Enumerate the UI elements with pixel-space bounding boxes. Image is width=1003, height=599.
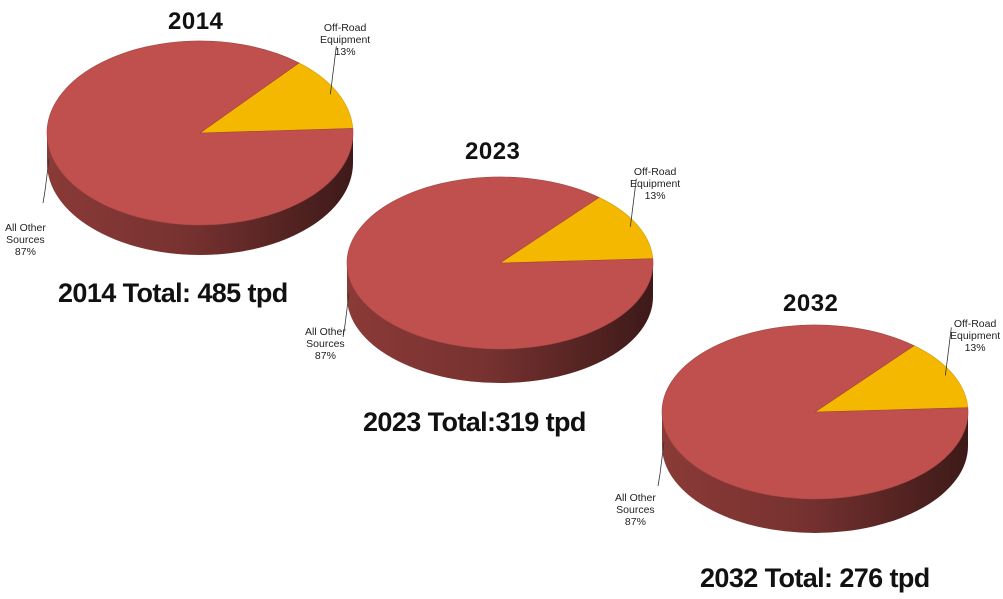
- all-other-label: All Other Sources 87%: [5, 222, 46, 258]
- all-other-label-line2: Sources: [616, 504, 655, 516]
- off-road-percent: 13%: [644, 190, 666, 202]
- all-other-label: All Other Sources 87%: [615, 492, 656, 528]
- pie-slice-all-other-sources: [346, 176, 654, 350]
- chart-title: 2023: [465, 138, 521, 165]
- off-road-leader-line: [629, 178, 637, 227]
- off-road-label-line1: Off-Road: [323, 22, 367, 34]
- off-road-label-line2: Equipment: [320, 34, 371, 46]
- off-road-label: Off-Road Equipment 13%: [950, 318, 1000, 354]
- off-road-percent: 13%: [334, 46, 356, 58]
- chart-title: 2032: [783, 290, 839, 317]
- off-road-label: Off-Road Equipment 13%: [320, 22, 370, 58]
- all-other-label-line1: All Other: [5, 222, 46, 234]
- pie-side: [662, 412, 968, 533]
- pie-graphic: [42, 40, 354, 255]
- off-road-leader-line: [944, 327, 952, 376]
- pie-slice-off-road-equipment: [199, 62, 354, 134]
- pie-side: [347, 263, 653, 383]
- all-other-percent: 87%: [314, 350, 336, 362]
- off-road-label-line2: Equipment: [630, 178, 681, 190]
- total-label: 2023 Total:319 tpd: [363, 407, 586, 437]
- off-road-percent: 13%: [964, 342, 986, 354]
- pie-graphic: [657, 324, 969, 533]
- all-other-label-line1: All Other: [615, 492, 656, 504]
- chart-title: 2014: [168, 8, 224, 35]
- pie-slice-all-other-sources: [46, 40, 354, 226]
- pie-side: [47, 133, 353, 255]
- all-other-percent: 87%: [624, 516, 646, 528]
- all-other-label-line2: Sources: [306, 338, 345, 350]
- all-other-percent: 87%: [14, 246, 36, 258]
- off-road-label-line1: Off-Road: [953, 318, 997, 330]
- all-other-leader-line: [342, 292, 350, 338]
- all-other-leader-line: [42, 158, 50, 204]
- off-road-label: Off-Road Equipment 13%: [630, 166, 680, 202]
- pie-slice-off-road-equipment: [498, 197, 654, 264]
- off-road-label-line1: Off-Road: [633, 166, 677, 178]
- all-other-label: All Other Sources 87%: [305, 326, 346, 362]
- off-road-label-line2: Equipment: [950, 330, 1001, 342]
- off-road-leader-line: [329, 46, 337, 95]
- all-other-label-line2: Sources: [6, 234, 45, 246]
- all-other-leader-line: [657, 441, 665, 487]
- pie-slice-all-other-sources: [661, 324, 969, 500]
- total-label: 2032 Total: 276 tpd: [700, 563, 930, 593]
- pie-graphic: [342, 176, 654, 383]
- all-other-label-line1: All Other: [305, 326, 346, 338]
- total-label: 2014 Total: 485 tpd: [58, 278, 288, 308]
- pie-slice-off-road-equipment: [813, 345, 969, 413]
- pie-chart-2023: 2023 Off-Road Equipment 13% All Other So…: [295, 130, 695, 460]
- pie-chart-2032: 2032 Off-Road Equipment 13% All Other So…: [615, 285, 1003, 599]
- pie-chart-2014: 2014 Off-Road Equipment 13% All Other So…: [0, 0, 400, 330]
